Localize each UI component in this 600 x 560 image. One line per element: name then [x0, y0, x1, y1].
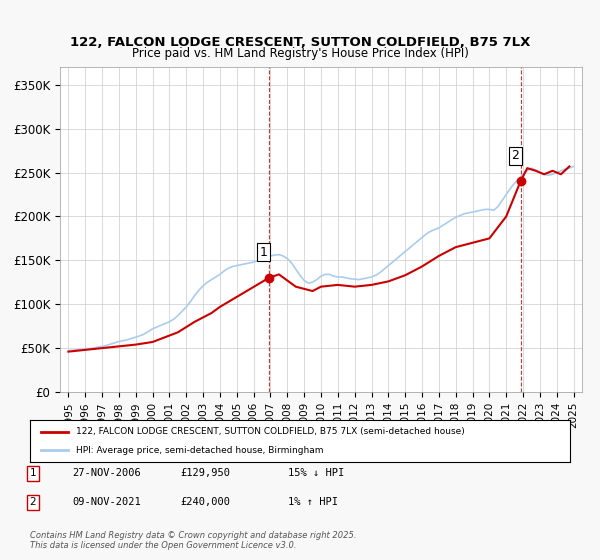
Text: 2: 2	[512, 149, 520, 162]
Text: 2: 2	[29, 497, 37, 507]
Text: £129,950: £129,950	[180, 468, 230, 478]
Text: Contains HM Land Registry data © Crown copyright and database right 2025.
This d: Contains HM Land Registry data © Crown c…	[30, 530, 356, 550]
Text: 15% ↓ HPI: 15% ↓ HPI	[288, 468, 344, 478]
Text: Price paid vs. HM Land Registry's House Price Index (HPI): Price paid vs. HM Land Registry's House …	[131, 46, 469, 60]
Text: HPI: Average price, semi-detached house, Birmingham: HPI: Average price, semi-detached house,…	[76, 446, 323, 455]
Text: 1% ↑ HPI: 1% ↑ HPI	[288, 497, 338, 507]
Text: £240,000: £240,000	[180, 497, 230, 507]
Text: 27-NOV-2006: 27-NOV-2006	[72, 468, 141, 478]
Text: 1: 1	[29, 468, 37, 478]
Text: 09-NOV-2021: 09-NOV-2021	[72, 497, 141, 507]
Text: 122, FALCON LODGE CRESCENT, SUTTON COLDFIELD, B75 7LX (semi-detached house): 122, FALCON LODGE CRESCENT, SUTTON COLDF…	[76, 427, 464, 436]
Text: 1: 1	[260, 246, 268, 259]
Text: 122, FALCON LODGE CRESCENT, SUTTON COLDFIELD, B75 7LX: 122, FALCON LODGE CRESCENT, SUTTON COLDF…	[70, 35, 530, 49]
